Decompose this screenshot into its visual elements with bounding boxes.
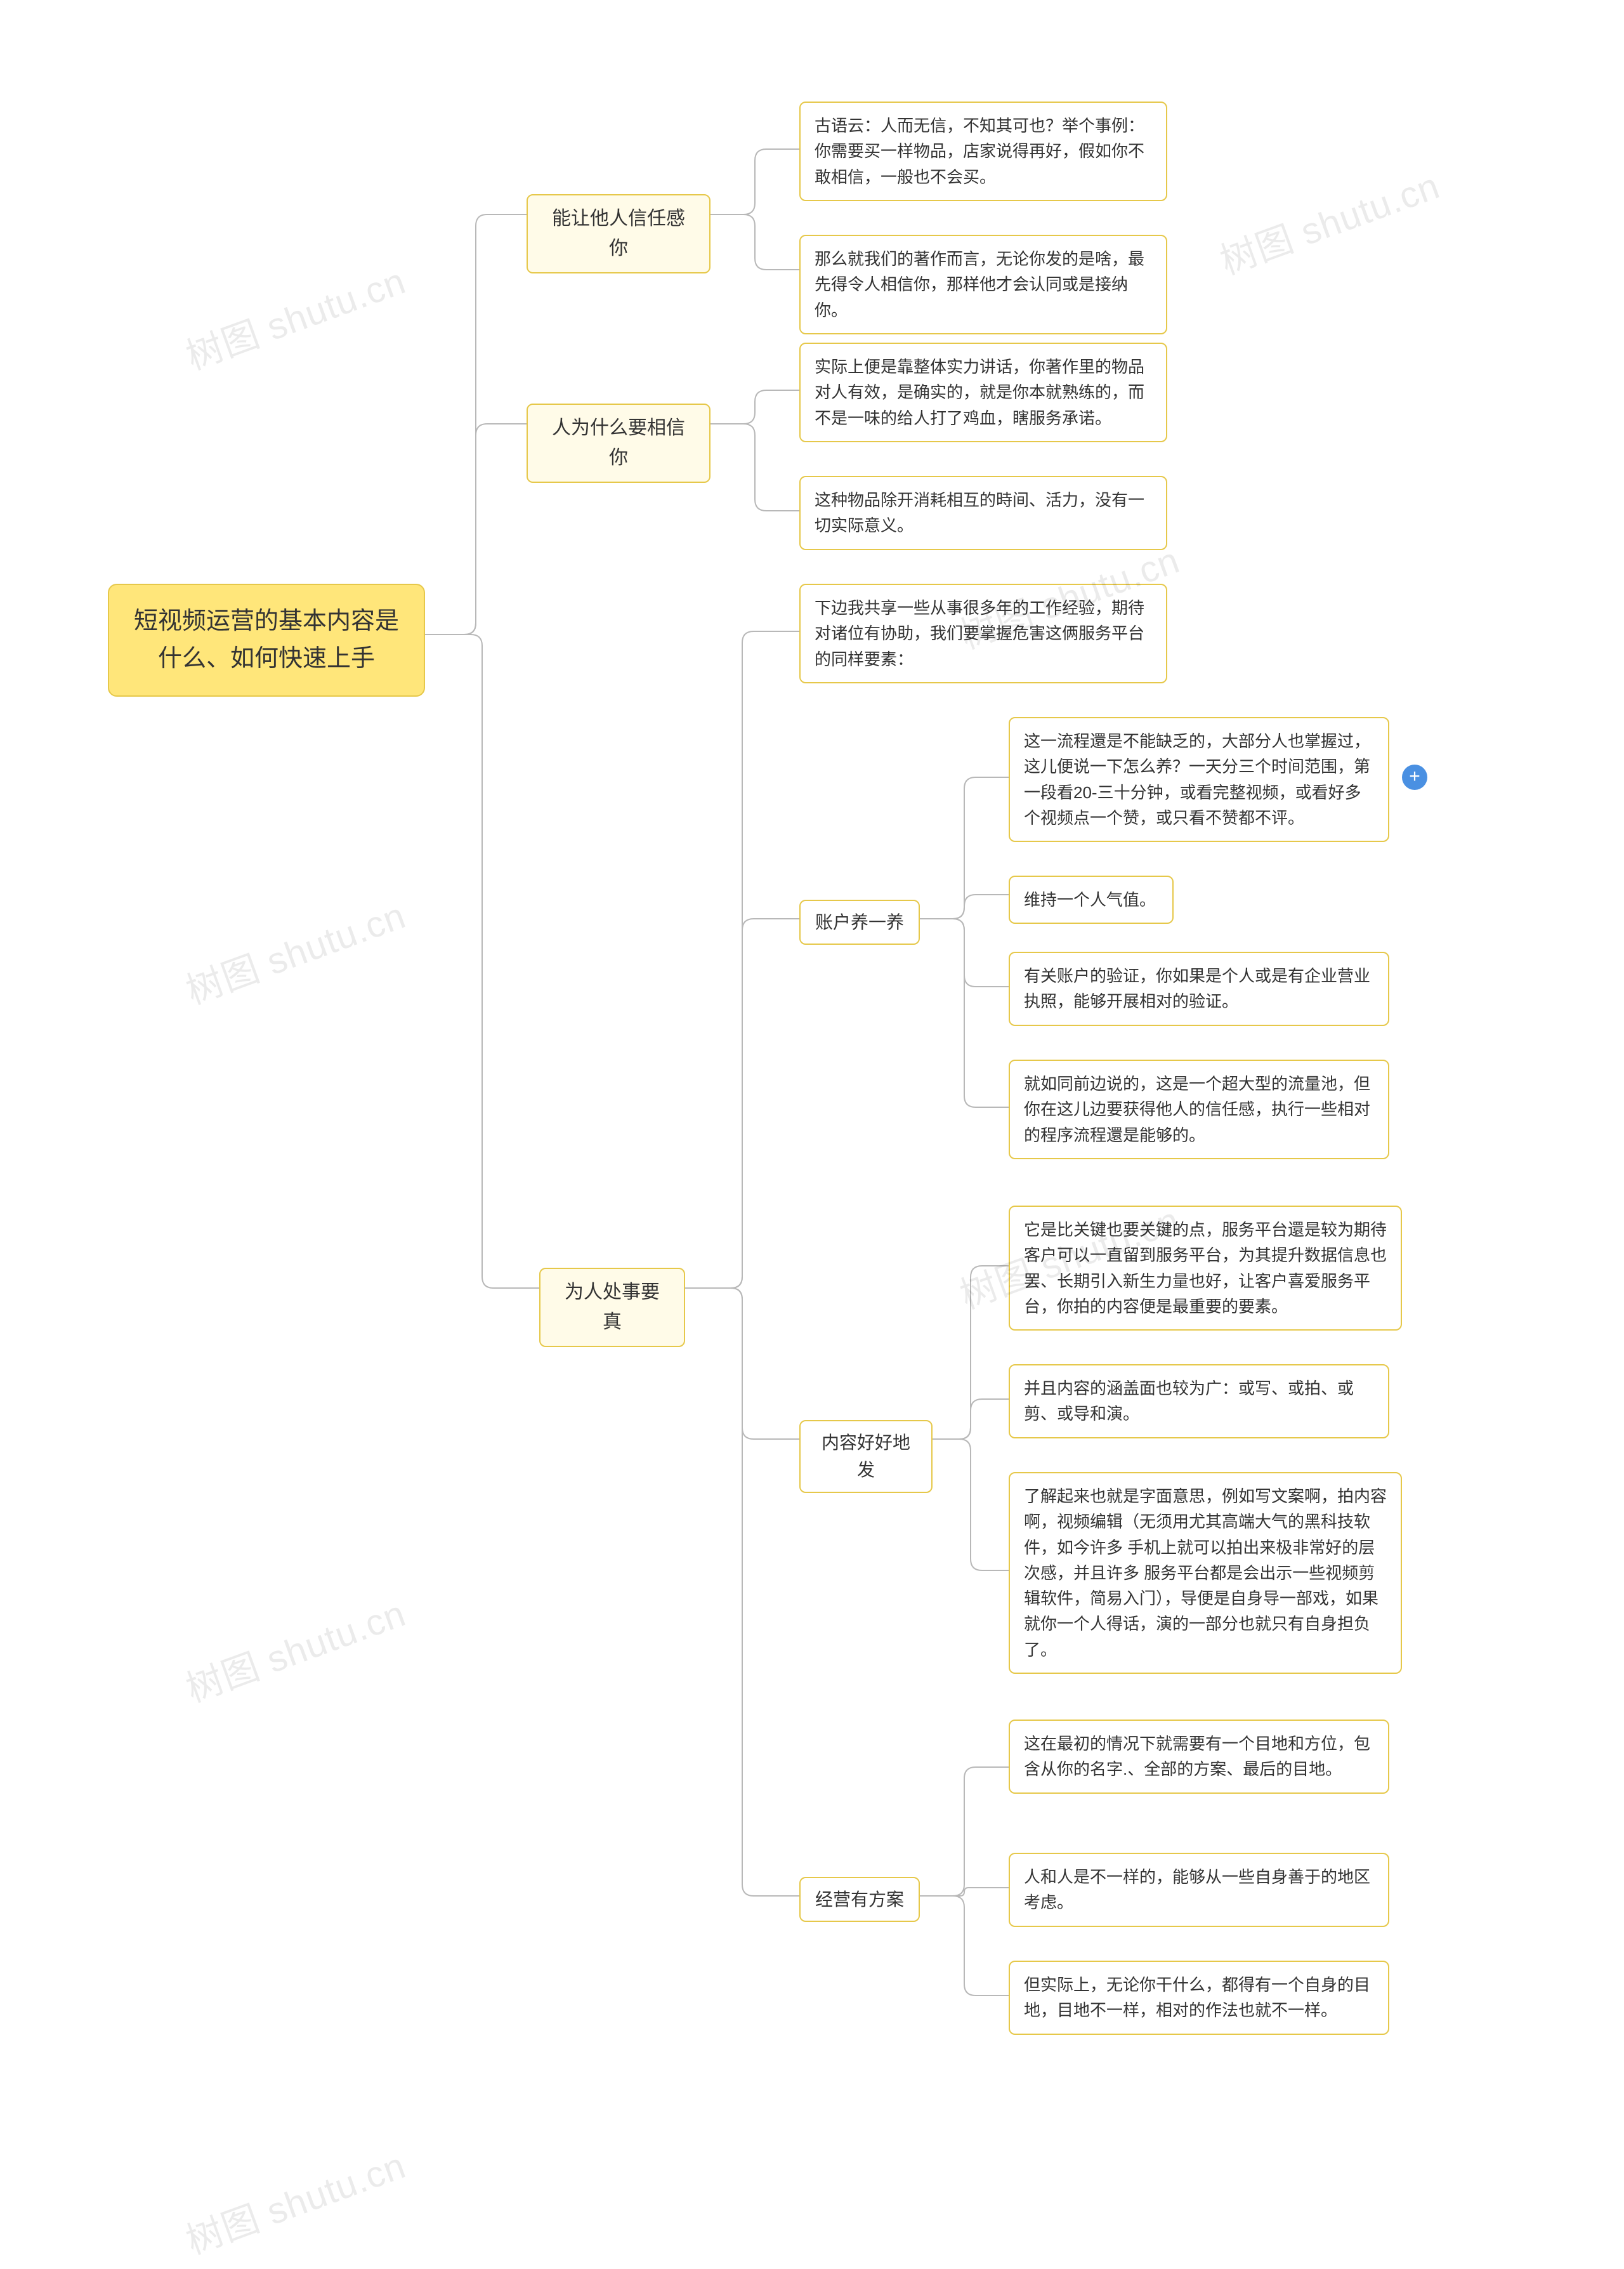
leaf-s3-1[interactable]: 这在最初的情况下就需要有一个目地和方位，包含从你的名字.、全部的方案、最后的目地… [1009, 1720, 1389, 1794]
mindmap-root[interactable]: 短视频运营的基本内容是什么、如何快速上手 [108, 584, 425, 697]
leaf-b3-direct[interactable]: 下边我共享一些从事很多年的工作经验，期待对诸位有协助，我们要掌握危害这俩服务平台… [799, 584, 1167, 683]
sub-account[interactable]: 账户养一养 [799, 900, 920, 945]
leaf-b1-1[interactable]: 古语云：人而无信，不知其可也？举个事例：你需要买一样物品，店家说得再好，假如你不… [799, 102, 1167, 201]
watermark: 树图 shutu.cn [178, 886, 412, 1015]
branch-why-believe[interactable]: 人为什么要相信你 [527, 404, 710, 483]
leaf-s1-2[interactable]: 维持一个人气值。 [1009, 876, 1174, 924]
leaf-s2-1[interactable]: 它是比关键也要关键的点，服务平台還是较为期待客户可以一直留到服务平台，为其提升数… [1009, 1206, 1402, 1331]
leaf-s1-3[interactable]: 有关账户的验证，你如果是个人或是有企业营业执照，能够开展相对的验证。 [1009, 952, 1389, 1026]
watermark: 树图 shutu.cn [1212, 156, 1446, 285]
branch-trust[interactable]: 能让他人信任感你 [527, 194, 710, 273]
watermark: 树图 shutu.cn [178, 251, 412, 380]
leaf-s2-2[interactable]: 并且内容的涵盖面也较为广：或写、或拍、或剪、或导和演。 [1009, 1364, 1389, 1438]
sub-content[interactable]: 内容好好地发 [799, 1420, 933, 1493]
leaf-s3-3[interactable]: 但实际上，无论你干什么，都得有一个自身的目地，目地不一样，相对的作法也就不一样。 [1009, 1961, 1389, 2035]
sub-plan[interactable]: 经营有方案 [799, 1877, 920, 1922]
branch-be-real[interactable]: 为人处事要真 [539, 1268, 685, 1347]
leaf-b1-2[interactable]: 那么就我们的著作而言，无论你发的是啥，最先得令人相信你，那样他才会认同或是接纳你… [799, 235, 1167, 334]
leaf-s3-2[interactable]: 人和人是不一样的，能够从一些自身善于的地区考虑。 [1009, 1853, 1389, 1927]
leaf-b2-1[interactable]: 实际上便是靠整体实力讲话，你著作里的物品对人有效，是确实的，就是你本就熟练的，而… [799, 343, 1167, 442]
leaf-s2-3[interactable]: 了解起来也就是字面意思，例如写文案啊，拍内容啊，视频编辑（无须用尤其高端大气的黑… [1009, 1472, 1402, 1674]
leaf-s1-1[interactable]: 这一流程還是不能缺乏的，大部分人也掌握过，这儿便说一下怎么养？一天分三个时间范围… [1009, 717, 1389, 842]
watermark: 树图 shutu.cn [178, 2136, 412, 2265]
leaf-s1-4[interactable]: 就如同前边说的，这是一个超大型的流量池，但你在这儿边要获得他人的信任感，执行一些… [1009, 1060, 1389, 1159]
leaf-b2-2[interactable]: 这种物品除开消耗相互的時间、活力，没有一切实际意义。 [799, 476, 1167, 550]
watermark: 树图 shutu.cn [178, 1584, 412, 1713]
expand-icon[interactable]: + [1402, 765, 1427, 790]
